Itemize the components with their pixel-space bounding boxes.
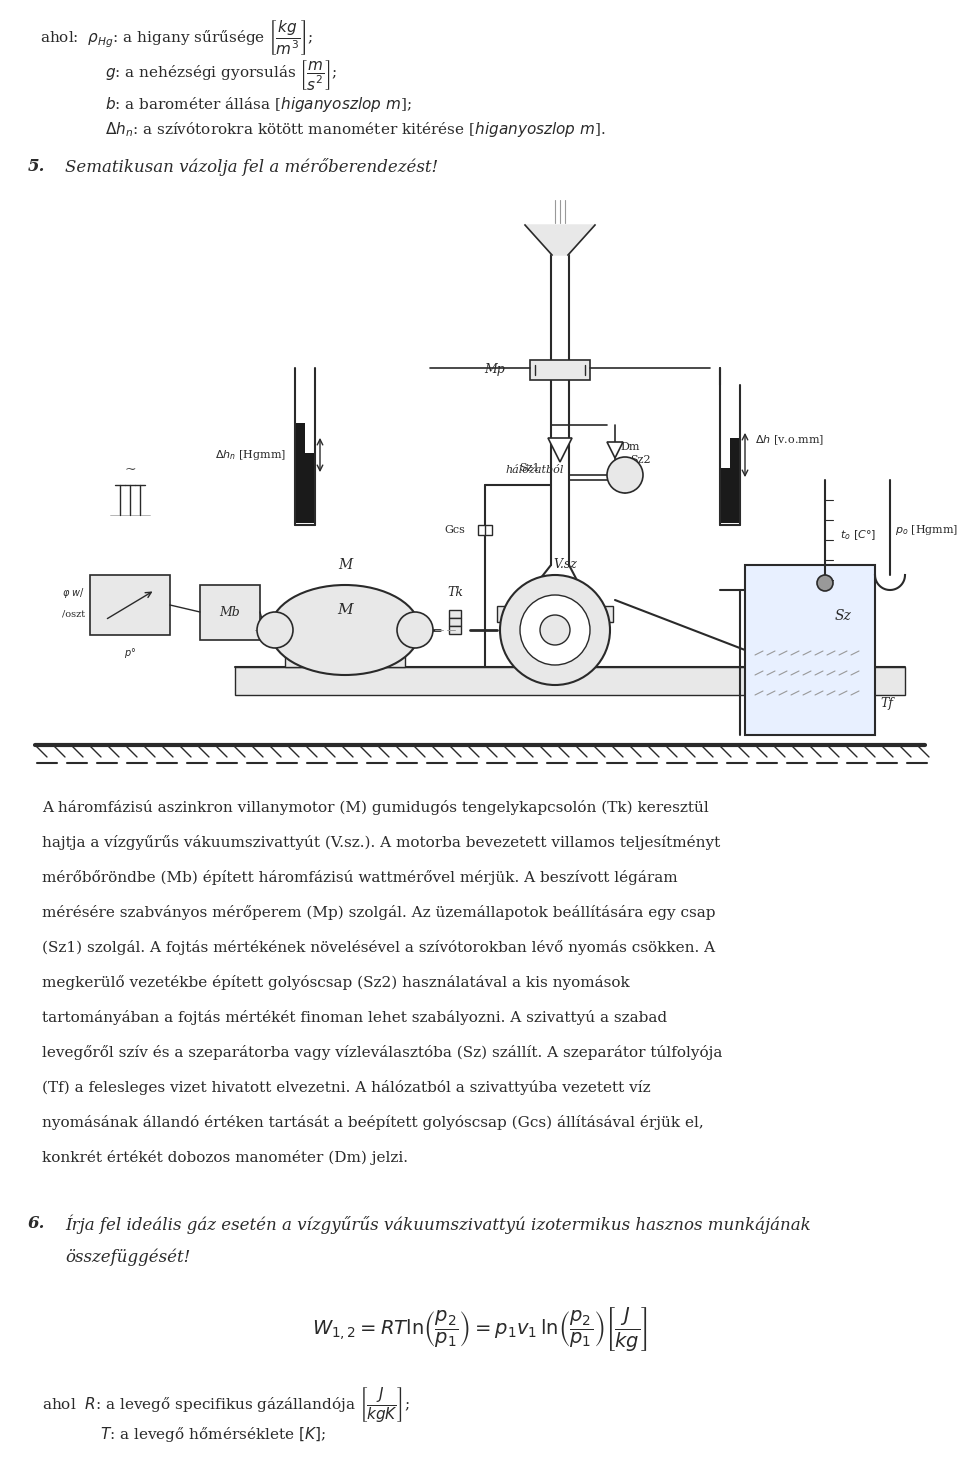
Bar: [305, 453, 314, 523]
Text: Tf: Tf: [880, 697, 893, 711]
Polygon shape: [525, 225, 595, 254]
Text: tartományában a fojtás mértékét finoman lehet szabályozni. A szivattyú a szabad: tartományában a fojtás mértékét finoman …: [42, 1010, 667, 1025]
Text: Gcs: Gcs: [444, 525, 465, 535]
Text: konkrét értékét dobozos manométer (Dm) jelzi.: konkrét értékét dobozos manométer (Dm) j…: [42, 1151, 408, 1165]
Bar: [449, 626, 461, 635]
Text: A háromfázisú aszinkron villanymotor (M) gumidugós tengelykapcsolón (Tk) kereszt: A háromfázisú aszinkron villanymotor (M)…: [42, 800, 708, 814]
Text: /oszt: /oszt: [61, 610, 85, 618]
Bar: [449, 618, 461, 626]
Text: Mp: Mp: [484, 364, 505, 377]
Polygon shape: [548, 439, 572, 462]
Text: Sz2: Sz2: [630, 455, 651, 465]
Text: M: M: [338, 558, 352, 572]
Text: $W_{1,2} = RT\ln\!\left(\dfrac{p_2}{p_1}\right) = p_1 v_1\, \ln\!\left(\dfrac{p_: $W_{1,2} = RT\ln\!\left(\dfrac{p_2}{p_1}…: [312, 1306, 648, 1352]
Text: Sz: Sz: [834, 610, 851, 623]
Text: $t_o\ [C°]$: $t_o\ [C°]$: [840, 528, 876, 542]
Text: Sematikusan vázolja fel a mérőberendezést!: Sematikusan vázolja fel a mérőberendezés…: [65, 158, 438, 175]
Text: Írja fel ideális gáz esetén a vízgyűrűs vákuumszivattyú izotermikus hasznos munk: Írja fel ideális gáz esetén a vízgyűrűs …: [65, 1215, 811, 1234]
Bar: [296, 423, 305, 523]
Bar: [235, 667, 905, 694]
Circle shape: [397, 613, 433, 648]
Text: nyomásának állandó értéken tartását a beépített golyóscsap (Gcs) állításával érj: nyomásának állandó értéken tartását a be…: [42, 1116, 704, 1130]
Circle shape: [520, 595, 590, 665]
Circle shape: [257, 613, 293, 648]
Text: $p_o$ [Hgmm]: $p_o$ [Hgmm]: [895, 523, 958, 537]
Bar: [497, 607, 507, 621]
Bar: [375, 648, 405, 667]
Bar: [730, 439, 739, 523]
Bar: [90, 575, 170, 635]
Text: Mb: Mb: [220, 605, 240, 618]
Text: 6.: 6.: [28, 1215, 45, 1232]
Text: mérésére szabványos mérőperem (Mp) szolgál. Az üzemállapotok beállítására egy cs: mérésére szabványos mérőperem (Mp) szolg…: [42, 905, 715, 920]
Text: Tk: Tk: [447, 585, 463, 598]
Text: mérőbőröndbe (Mb) épített háromfázisú wattmérővel mérjük. A beszívott légáram: mérőbőröndbe (Mb) épített háromfázisú wa…: [42, 870, 678, 885]
Circle shape: [607, 458, 643, 493]
Text: ahol:  $\rho_{Hg}$: a higany sűrűsége $\left[\dfrac{kg}{m^3}\right]$;: ahol: $\rho_{Hg}$: a higany sűrűsége $\l…: [40, 18, 314, 57]
Text: 5.: 5.: [28, 158, 45, 175]
Polygon shape: [607, 442, 623, 458]
Text: (Sz1) szolgál. A fojtás mértékének növelésével a szívótorokban lévő nyomás csökk: (Sz1) szolgál. A fojtás mértékének növel…: [42, 940, 715, 955]
Text: Dm: Dm: [620, 442, 639, 452]
Text: hálózatból: hálózatból: [505, 465, 564, 475]
Circle shape: [500, 575, 610, 686]
Text: $\Delta h$ [v.o.mm]: $\Delta h$ [v.o.mm]: [755, 433, 824, 447]
Text: levegőről szív és a szeparátorba vagy vízleválasztóba (Sz) szállít. A szeparátor: levegőről szív és a szeparátorba vagy ví…: [42, 1045, 722, 1060]
Text: $\varphi\ w/$: $\varphi\ w/$: [62, 586, 85, 599]
Text: V.sz: V.sz: [553, 558, 577, 572]
Text: $\Delta h_n$: a szívótorokra kötött manométer kitérése [$higanyoszlop\ m$].: $\Delta h_n$: a szívótorokra kötött mano…: [105, 120, 606, 139]
Text: összefüggését!: összefüggését!: [65, 1249, 190, 1266]
Text: ~: ~: [124, 463, 135, 477]
Bar: [530, 360, 590, 380]
Text: (Tf) a felesleges vizet hivatott elvezetni. A hálózatból a szivattyúba vezetett : (Tf) a felesleges vizet hivatott elvezet…: [42, 1080, 651, 1095]
Text: megkerülő vezetékbe épített golyóscsap (Sz2) használatával a kis nyomások: megkerülő vezetékbe épített golyóscsap (…: [42, 975, 630, 990]
Text: $g$: a nehézségi gyorsulás $\left[\dfrac{m}{s^2}\right]$;: $g$: a nehézségi gyorsulás $\left[\dfrac…: [105, 58, 338, 92]
Text: ahol  $R$: a levegő specifikus gázállandója $\left[\dfrac{J}{kgK}\right]$;: ahol $R$: a levegő specifikus gázállandó…: [42, 1385, 410, 1424]
Bar: [745, 564, 875, 735]
Text: $p°$: $p°$: [124, 646, 136, 659]
Text: M: M: [337, 602, 353, 617]
Bar: [478, 525, 492, 535]
Bar: [200, 585, 260, 640]
Bar: [449, 610, 461, 618]
Text: hajtja a vízgyűrűs vákuumszivattyút (V.sz.). A motorba bevezetett villamos telje: hajtja a vízgyűrűs vákuumszivattyút (V.s…: [42, 835, 720, 849]
Text: $b$: a barométer állása [$higanyoszlop\ m$];: $b$: a barométer állása [$higanyoszlop\ …: [105, 95, 412, 114]
Circle shape: [540, 616, 570, 645]
Text: Sz1: Sz1: [519, 463, 540, 474]
Bar: [285, 648, 315, 667]
Circle shape: [817, 575, 833, 591]
Bar: [721, 468, 730, 523]
Bar: [603, 607, 613, 621]
Ellipse shape: [270, 585, 420, 675]
Text: $T$: a levegő hőmérséklete $[K]$;: $T$: a levegő hőmérséklete $[K]$;: [100, 1425, 325, 1444]
Text: $\Delta h_n$ [Hgmm]: $\Delta h_n$ [Hgmm]: [215, 447, 286, 462]
